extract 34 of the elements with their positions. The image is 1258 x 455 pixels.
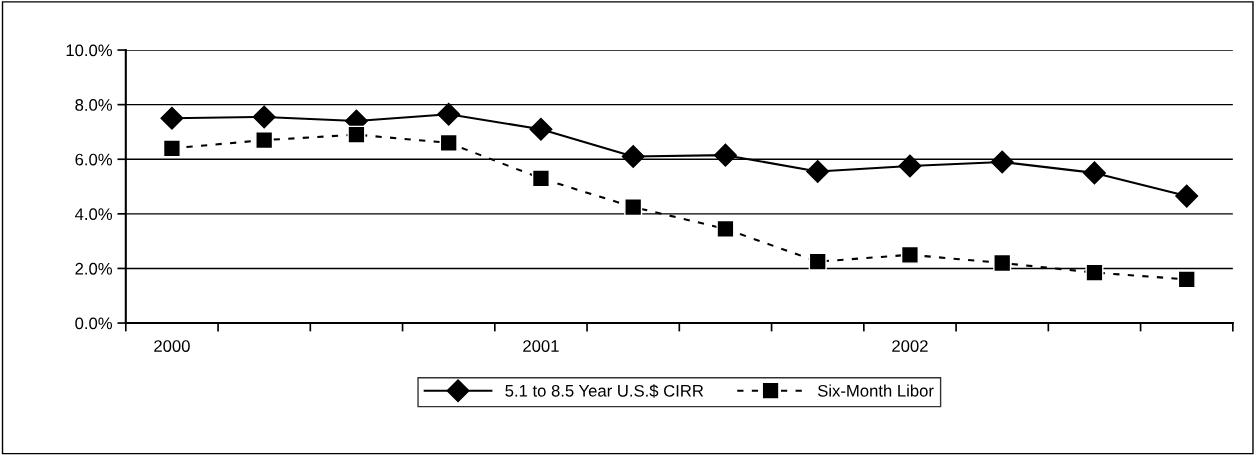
point	[990, 150, 1014, 174]
point	[1085, 263, 1104, 282]
y-tick-label: 6.0%	[75, 153, 113, 166]
point	[160, 106, 184, 130]
point	[713, 143, 737, 167]
x-tick-label: 2001	[523, 340, 559, 352]
y-tick-label: 4.0%	[75, 208, 113, 221]
y-tick-label: 0.0%	[75, 317, 113, 330]
legend-label: Six-Month Libor	[817, 384, 934, 397]
point	[255, 131, 274, 150]
point	[993, 253, 1012, 273]
point	[529, 117, 553, 141]
y-tick-label: 2.0%	[75, 262, 113, 275]
point	[347, 125, 366, 144]
y-tick-label: 8.0%	[75, 99, 113, 111]
point	[252, 105, 276, 129]
point	[439, 133, 458, 152]
point	[1177, 270, 1196, 289]
point	[900, 245, 919, 264]
x-tick-label: 2000	[154, 340, 190, 352]
legend-label: 5.1 to 8.5 Year U.S.$ CIRR	[505, 384, 704, 398]
point	[1175, 184, 1199, 208]
point	[531, 169, 550, 188]
point	[437, 102, 461, 126]
point	[1082, 161, 1106, 185]
point	[806, 160, 830, 184]
point	[716, 219, 735, 238]
y-tick-label: 10.0%	[66, 44, 113, 57]
point	[624, 197, 643, 217]
point	[621, 145, 645, 169]
point	[162, 139, 181, 158]
point	[808, 252, 827, 271]
x-tick-label: 2002	[892, 340, 928, 352]
point	[898, 154, 922, 178]
